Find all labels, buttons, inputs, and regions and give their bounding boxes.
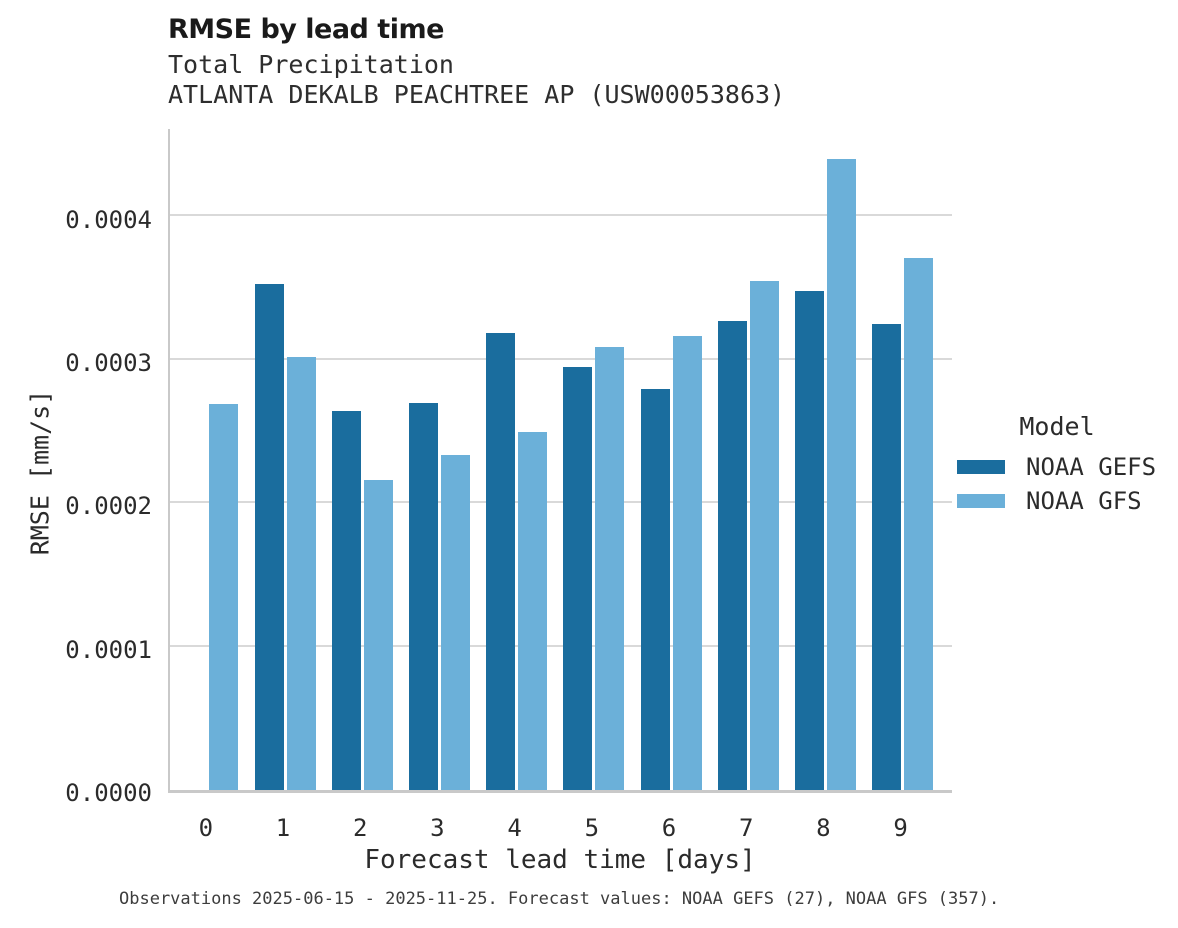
y-gridline-0.0003 [170,358,952,360]
bar-noaa-gfs-lead-4 [518,432,548,790]
legend-label: NOAA GFS [1026,487,1142,515]
legend-title: Model [1019,412,1095,441]
bar-noaa-gfs-lead-5 [595,347,625,790]
legend-swatch-noaa-gfs [957,494,1005,508]
bar-noaa-gefs-lead-4 [486,333,516,790]
chart-station-line: ATLANTA DEKALB PEACHTREE AP (USW00053863… [168,80,786,109]
bar-noaa-gfs-lead-2 [363,480,393,790]
bar-noaa-gfs-lead-8 [826,159,856,790]
plot-area [168,129,952,793]
bar-noaa-gefs-lead-1 [254,284,284,790]
bar-noaa-gefs-lead-2 [331,411,361,790]
x-tick-label-6: 6 [661,814,677,842]
x-tick-label-0: 0 [198,814,214,842]
x-tick-label-2: 2 [352,814,368,842]
bar-noaa-gefs-lead-9 [872,324,902,790]
x-tick-label-3: 3 [430,814,445,842]
bar-noaa-gfs-lead-3 [440,455,470,790]
x-tick-label-4: 4 [507,814,522,842]
legend-entry-noaa-gefs: NOAA GEFS [957,453,1165,481]
chart-subtitle: Total Precipitation [168,50,454,79]
y-gridline-0.0004 [170,214,952,216]
y-gridline-0.0001 [170,645,952,647]
x-tick-label-5: 5 [584,814,600,842]
bar-noaa-gfs-lead-9 [904,258,934,790]
x-tick-label-9: 9 [893,814,908,842]
y-gridline-0.0002 [170,501,952,503]
legend-label: NOAA GEFS [1026,453,1157,481]
bar-noaa-gefs-lead-3 [408,403,438,790]
y-tick-label-0.0003: 0.0003 [65,348,152,377]
bar-noaa-gfs-lead-7 [749,281,779,790]
bar-noaa-gefs-lead-6 [640,389,670,790]
y-tick-label-0.0000: 0.0000 [65,779,152,807]
y-tick-label-0.0002: 0.0002 [65,492,152,521]
bar-noaa-gefs-lead-8 [794,291,824,790]
x-axis-label: Forecast lead time [days] [364,845,756,875]
x-tick-label-7: 7 [738,814,754,842]
bar-noaa-gefs-lead-7 [717,321,747,790]
x-tick-label-8: 8 [816,814,831,842]
footer-caption: Observations 2025-06-15 - 2025-11-25. Fo… [119,889,1000,909]
y-tick-label-0.0004: 0.0004 [65,205,152,234]
legend-swatch-noaa-gefs [957,460,1005,474]
x-tick-label-1: 1 [275,814,291,842]
bar-noaa-gfs-lead-1 [286,357,316,790]
bar-noaa-gefs-lead-5 [563,367,593,790]
y-tick-label-0.0001: 0.0001 [65,635,152,664]
legend-entry-noaa-gfs: NOAA GFS [957,487,1165,515]
chart-title: RMSE by lead time [168,14,444,45]
legend: Model NOAA GEFS NOAA GFS [957,412,1165,522]
bar-noaa-gfs-lead-0 [209,404,239,790]
bar-noaa-gfs-lead-6 [672,336,702,790]
